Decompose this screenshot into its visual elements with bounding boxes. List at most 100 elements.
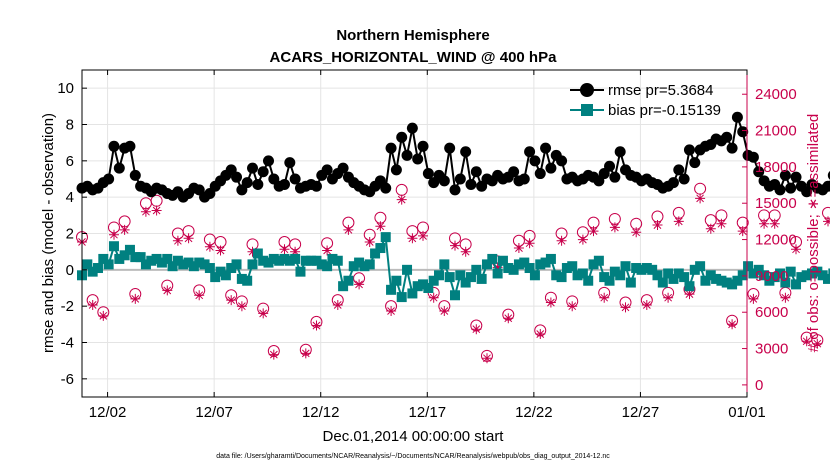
bias-point bbox=[92, 263, 103, 274]
bias-point bbox=[631, 263, 642, 274]
bias-point bbox=[119, 250, 130, 261]
rmse-point bbox=[753, 166, 765, 178]
obs-assimilated-point bbox=[87, 300, 98, 310]
bias-point bbox=[460, 277, 471, 288]
obs-assimilated-point bbox=[577, 234, 588, 245]
bias-point bbox=[135, 252, 146, 263]
obs-assimilated-point bbox=[172, 235, 183, 246]
bias-point bbox=[247, 259, 258, 270]
rmse-point bbox=[827, 170, 830, 180]
bias-point bbox=[743, 261, 754, 272]
obs-assimilated-point bbox=[737, 226, 748, 237]
obs-assimilated-point bbox=[460, 246, 471, 257]
bias-point bbox=[657, 277, 668, 288]
bias-point bbox=[545, 253, 556, 264]
rmse-point bbox=[785, 182, 797, 194]
obs-assimilated-point bbox=[513, 243, 524, 253]
bias-point bbox=[178, 259, 189, 270]
bias-point bbox=[455, 270, 466, 281]
obs-assimilated-point bbox=[471, 324, 482, 335]
bias-point bbox=[449, 290, 460, 301]
rmse-point bbox=[737, 126, 749, 138]
bias-point bbox=[801, 270, 812, 281]
bias-point bbox=[338, 281, 349, 292]
bias-point bbox=[695, 261, 706, 272]
bias-point bbox=[370, 248, 381, 259]
rmse-point bbox=[396, 131, 408, 143]
y-left-tick-label: 10 bbox=[57, 80, 74, 97]
bias-point bbox=[785, 266, 796, 277]
obs-assimilated-point bbox=[759, 218, 770, 229]
bias-point bbox=[604, 275, 615, 286]
bias-point bbox=[124, 244, 135, 255]
bias-point bbox=[295, 266, 306, 277]
bias-point bbox=[423, 283, 434, 293]
bias-point bbox=[524, 263, 535, 274]
rmse-point bbox=[284, 157, 296, 169]
bias-point bbox=[668, 273, 679, 284]
rmse-point bbox=[667, 177, 679, 189]
bias-point bbox=[508, 264, 519, 275]
rmse-point bbox=[241, 177, 253, 189]
bias-point bbox=[82, 259, 93, 270]
rmse-point bbox=[465, 178, 477, 190]
y-left-tick-label: -2 bbox=[61, 298, 74, 315]
rmse-point bbox=[609, 171, 621, 183]
chart-title-line-2: ACARS_HORIZONTAL_WIND @ 400 hPa bbox=[270, 49, 558, 66]
obs-assimilated-point bbox=[567, 301, 578, 312]
bias-point bbox=[140, 259, 151, 270]
rmse-point bbox=[289, 173, 301, 185]
obs-assimilated-point bbox=[98, 310, 109, 321]
y-left-tick-label: 8 bbox=[66, 117, 74, 134]
rmse-point bbox=[683, 144, 695, 156]
bias-point bbox=[567, 261, 578, 272]
obs-assimilated-point bbox=[791, 244, 801, 255]
rmse-point bbox=[604, 160, 616, 172]
x-axis-label: Dec.01,2014 00:00:00 start bbox=[323, 428, 505, 445]
obs-assimilated-point bbox=[609, 222, 620, 233]
bias-point bbox=[647, 264, 658, 275]
rmse-point bbox=[545, 162, 557, 174]
obs-assimilated-point bbox=[503, 313, 514, 324]
obs-assimilated-point bbox=[386, 306, 397, 316]
bias-point bbox=[465, 272, 476, 283]
obs-assimilated-point bbox=[652, 220, 663, 230]
rmse-point bbox=[454, 173, 466, 185]
bias-point bbox=[108, 241, 119, 252]
y-right-tick-label: 21000 bbox=[755, 123, 797, 140]
obs-assimilated-point bbox=[545, 297, 556, 308]
bias-point bbox=[220, 270, 231, 281]
y-left-axis-ticks: -6 -4 -2 0 2 4 6 8 10 bbox=[57, 80, 87, 388]
obs-assimilated-point bbox=[140, 206, 151, 217]
bias-point bbox=[663, 268, 674, 279]
rmse-point bbox=[385, 142, 397, 154]
obs-assimilated-point bbox=[236, 301, 247, 312]
obs-assimilated-point bbox=[641, 300, 652, 310]
obs-assimilated-point bbox=[215, 245, 226, 256]
bias-point bbox=[418, 279, 429, 290]
rmse-point bbox=[460, 146, 472, 158]
obs-assimilated-point bbox=[194, 290, 205, 301]
obs-assimilated-point bbox=[109, 229, 119, 240]
bias-series bbox=[77, 232, 830, 303]
rmse-point bbox=[747, 151, 759, 163]
y-right-tick-label: 15000 bbox=[755, 195, 797, 212]
bias-point bbox=[199, 259, 210, 270]
bias-point bbox=[242, 275, 253, 286]
obs-assimilated-point bbox=[556, 235, 567, 246]
bias-point bbox=[599, 272, 610, 283]
bias-point bbox=[679, 272, 690, 283]
obs-assimilated-point bbox=[311, 320, 322, 331]
obs-assimilated-point bbox=[620, 302, 631, 313]
bias-point bbox=[162, 253, 173, 264]
bias-point bbox=[412, 281, 423, 292]
x-tick-label: 12/27 bbox=[622, 404, 660, 421]
bias-point bbox=[268, 253, 279, 264]
obs-assimilated-point bbox=[823, 216, 830, 227]
y-left-tick-label: 4 bbox=[66, 189, 74, 206]
obs-assimilated-point bbox=[748, 293, 759, 304]
bias-point bbox=[711, 273, 722, 284]
obs-assimilated-point bbox=[450, 240, 460, 251]
obs-assimilated-point bbox=[482, 353, 492, 364]
bias-point bbox=[428, 275, 439, 286]
